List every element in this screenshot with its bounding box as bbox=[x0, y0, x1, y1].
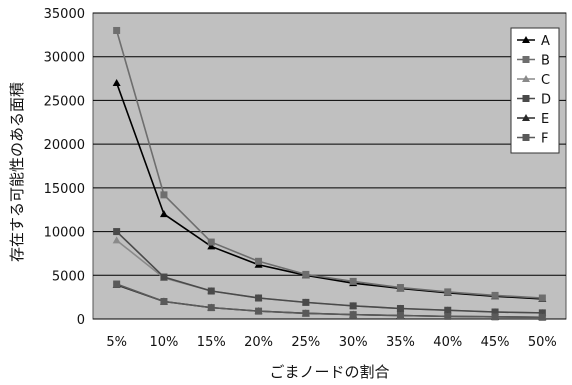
x-tick-label: 40% bbox=[433, 335, 462, 350]
data-point bbox=[159, 210, 168, 218]
data-point bbox=[112, 236, 121, 244]
x-axis-title: ごまノードの割合 bbox=[269, 363, 389, 381]
data-point bbox=[491, 291, 499, 299]
legend-label: A bbox=[541, 34, 550, 49]
data-point bbox=[491, 313, 499, 321]
x-tick-label: 10% bbox=[149, 335, 178, 350]
legend-item: E bbox=[517, 112, 549, 127]
data-point bbox=[160, 273, 168, 281]
data-point bbox=[444, 306, 452, 314]
x-tick-label: 15% bbox=[197, 335, 226, 350]
legend-label: C bbox=[541, 73, 550, 88]
data-point bbox=[113, 280, 121, 288]
series-B bbox=[113, 26, 546, 302]
data-point bbox=[538, 309, 546, 317]
gridlines bbox=[93, 12, 566, 320]
y-axis-title: 存在する可能性のある面積 bbox=[8, 82, 26, 262]
x-tick-label: 30% bbox=[339, 335, 368, 350]
series-line bbox=[116, 283, 543, 319]
data-point bbox=[349, 311, 357, 319]
data-point bbox=[396, 312, 404, 320]
y-tick-label: 20000 bbox=[44, 138, 85, 153]
data-point bbox=[444, 312, 452, 320]
legend-marker bbox=[522, 114, 530, 121]
legend-item: D bbox=[517, 93, 551, 108]
data-point bbox=[255, 307, 263, 315]
data-point bbox=[160, 191, 168, 199]
data-point bbox=[538, 313, 546, 321]
data-point bbox=[349, 277, 357, 285]
y-tick-label: 25000 bbox=[44, 94, 85, 109]
legend-marker bbox=[522, 36, 530, 43]
legend-item: B bbox=[517, 54, 550, 69]
legend-item: A bbox=[517, 34, 550, 49]
legend-marker bbox=[522, 75, 530, 82]
data-point bbox=[349, 302, 357, 310]
series-D bbox=[113, 228, 546, 317]
series-line bbox=[115, 30, 543, 299]
data-point bbox=[113, 228, 121, 236]
legend-marker bbox=[522, 95, 530, 102]
series-F bbox=[113, 280, 546, 321]
y-tick-label: 5000 bbox=[52, 269, 85, 284]
series-line bbox=[116, 230, 543, 314]
plot-background bbox=[92, 12, 567, 320]
x-axis-ticks: 5% 10% 15% 20% 25% 30% 35% 40% 45% 50% bbox=[106, 335, 556, 350]
data-point bbox=[255, 294, 263, 302]
series-line bbox=[115, 82, 543, 300]
series-lines bbox=[112, 26, 547, 321]
x-tick-label: 45% bbox=[481, 335, 510, 350]
legend-item: F bbox=[517, 132, 548, 147]
data-point bbox=[491, 308, 499, 316]
data-point bbox=[538, 294, 546, 302]
y-tick-label: 10000 bbox=[44, 226, 85, 241]
x-tick-label: 50% bbox=[528, 335, 557, 350]
data-point bbox=[302, 270, 310, 278]
data-point bbox=[444, 288, 452, 296]
legend-label: B bbox=[541, 54, 550, 69]
x-tick-label: 25% bbox=[291, 335, 320, 350]
data-point bbox=[207, 304, 215, 312]
data-point bbox=[396, 305, 404, 313]
x-tick-label: 20% bbox=[244, 335, 273, 350]
data-point bbox=[302, 309, 310, 317]
legend-label: E bbox=[541, 112, 549, 127]
x-tick-label: 35% bbox=[386, 335, 415, 350]
data-point bbox=[207, 242, 216, 250]
legend-item: C bbox=[517, 73, 550, 88]
y-tick-label: 35000 bbox=[44, 7, 85, 22]
y-axis-ticks: 0 5000 10000 15000 20000 25000 30000 35000 bbox=[44, 7, 85, 328]
data-point bbox=[160, 298, 168, 306]
data-point bbox=[255, 257, 263, 265]
legend-box bbox=[510, 27, 560, 154]
data-point bbox=[207, 238, 215, 246]
data-point bbox=[207, 287, 215, 295]
legend-marker bbox=[522, 56, 530, 63]
legend-label: F bbox=[541, 132, 548, 147]
legend-marker bbox=[522, 134, 530, 141]
data-point bbox=[302, 298, 310, 306]
legend-label: D bbox=[541, 93, 551, 108]
y-tick-label: 15000 bbox=[44, 182, 85, 197]
y-tick-label: 0 bbox=[77, 313, 85, 328]
x-tick-label: 5% bbox=[106, 335, 127, 350]
data-point bbox=[396, 284, 404, 292]
data-point bbox=[113, 26, 121, 34]
data-point bbox=[112, 78, 121, 86]
y-tick-label: 30000 bbox=[44, 51, 85, 66]
